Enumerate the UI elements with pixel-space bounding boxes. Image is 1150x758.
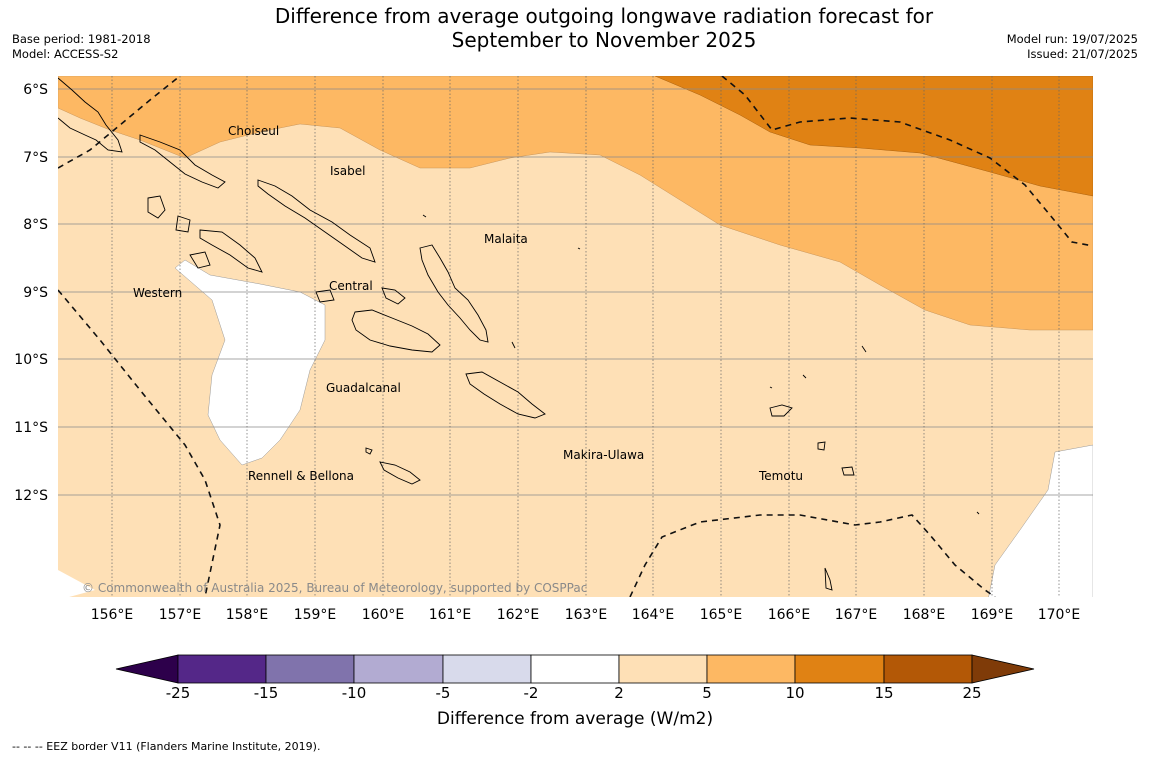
region-labels: Choiseul Isabel Malaita Western Central …	[133, 124, 803, 483]
lat-label: 12°S	[14, 488, 48, 504]
lat-label: 11°S	[14, 420, 48, 436]
lon-label: 165°E	[700, 607, 743, 623]
colorbar-swatch-n25-n15	[177, 654, 267, 684]
model-run-text: Model run: 19/07/2025	[1006, 32, 1138, 46]
lon-label: 164°E	[632, 607, 675, 623]
small-islands-coast	[422, 214, 980, 591]
rennell-coast	[365, 447, 421, 485]
lon-label: 158°E	[226, 607, 269, 623]
region-label-guadalcanal: Guadalcanal	[326, 381, 401, 395]
region-label-makira: Makira-Ulawa	[563, 448, 644, 462]
model-run-info: Model run: 19/07/2025 Issued: 21/07/2025	[1007, 32, 1138, 62]
colorbar-tick: -2	[523, 684, 539, 702]
colorbar-tick: 15	[874, 684, 894, 702]
lon-label: 167°E	[835, 607, 878, 623]
santa-cruz-coast	[769, 374, 855, 476]
lon-label: 169°E	[971, 607, 1014, 623]
longitude-gridlines	[111, 76, 1060, 597]
colorbar-extend-high	[971, 654, 1035, 684]
colorbar-swatch-p2-p5	[618, 654, 708, 684]
region-label-western: Western	[133, 286, 182, 300]
title-line-2: September to November 2025	[451, 28, 757, 52]
colorbar-extend-low	[115, 654, 179, 684]
nggela-coast	[315, 287, 406, 305]
lon-label: 156°E	[91, 607, 134, 623]
region-label-malaita: Malaita	[484, 232, 528, 246]
colorbar-swatch-p15-p25	[883, 654, 973, 684]
lat-label: 7°S	[23, 150, 48, 166]
bougainville-coast	[58, 77, 123, 153]
region-label-choiseul: Choiseul	[228, 124, 279, 138]
base-period-info: Base period: 1981-2018 Model: ACCESS-S2	[12, 32, 151, 62]
choiseul-coast	[139, 134, 226, 189]
lon-label: 160°E	[362, 607, 405, 623]
lon-label: 168°E	[903, 607, 946, 623]
lat-label: 8°S	[23, 217, 48, 233]
guadalcanal-coast	[351, 309, 441, 353]
colorbar-tick: 5	[702, 684, 712, 702]
colorbar-tick: -15	[253, 684, 279, 702]
colorbar-tick-labels: -25 -15 -10 -5 -2 2 5 10 15 25	[0, 684, 1150, 704]
latitude-labels: 6°S 7°S 8°S 9°S 10°S 11°S 12°S	[14, 82, 48, 504]
issued-text: Issued: 21/07/2025	[1027, 47, 1138, 61]
lon-label: 166°E	[768, 607, 811, 623]
colorbar-label: Difference from average (W/m2)	[436, 709, 714, 729]
coastlines	[58, 77, 980, 591]
lat-label: 6°S	[23, 82, 48, 98]
lat-label: 10°S	[14, 352, 48, 368]
isabel-coast	[257, 179, 376, 263]
lon-label: 161°E	[429, 607, 472, 623]
lon-label: 159°E	[294, 607, 337, 623]
base-period-text: Base period: 1981-2018	[12, 32, 151, 46]
colorbar-swatch-p10-p15	[794, 654, 885, 684]
new-georgia-coast	[147, 195, 263, 273]
colorbar-swatch-n10-n5	[353, 654, 444, 684]
title-line-1: Difference from average outgoing longwav…	[274, 4, 934, 28]
map-area: © Commonwealth of Australia 2025, Bureau…	[58, 76, 1093, 597]
region-label-isabel: Isabel	[330, 164, 365, 178]
eez-legend-note: -- -- -- EEZ border V11 (Flanders Marine…	[12, 740, 321, 753]
lon-label: 157°E	[159, 607, 202, 623]
longitude-labels: 156°E 157°E 158°E 159°E 160°E 161°E 162°…	[91, 607, 1081, 623]
makira-coast	[465, 371, 546, 419]
colorbar-swatch-p5-p10	[706, 654, 796, 684]
colorbar-tick: -5	[435, 684, 451, 702]
colorbar-tick: 2	[614, 684, 624, 702]
colorbar-swatch-n15-n10	[265, 654, 355, 684]
lon-label: 170°E	[1038, 607, 1081, 623]
colorbar-tick: 10	[785, 684, 805, 702]
colorbar-swatch-n2-p2	[530, 654, 620, 684]
lon-label: 162°E	[497, 607, 540, 623]
anomaly-neutral-west	[174, 259, 326, 466]
lon-label: 163°E	[565, 607, 608, 623]
anomaly-neutral-southwest	[58, 570, 95, 597]
region-label-rennell: Rennell & Bellona	[248, 469, 354, 483]
region-label-temotu: Temotu	[758, 469, 803, 483]
colorbar-swatch-n5-n2	[442, 654, 532, 684]
eez-borders	[58, 76, 1093, 597]
colorbar-tick: 25	[962, 684, 982, 702]
copyright-text: © Commonwealth of Australia 2025, Bureau…	[82, 581, 587, 595]
anomaly-band-10-15	[654, 76, 1093, 197]
lat-label: 9°S	[23, 285, 48, 301]
map-title: Difference from average outgoing longwav…	[200, 4, 1008, 52]
malaita-coast	[419, 244, 489, 343]
region-label-central: Central	[329, 279, 373, 293]
latitude-gridlines	[58, 88, 1093, 496]
colorbar-tick: -10	[341, 684, 367, 702]
anomaly-neutral-southeast	[988, 444, 1093, 597]
model-text: Model: ACCESS-S2	[12, 47, 119, 61]
colorbar-tick: -25	[165, 684, 191, 702]
colorbar	[115, 654, 1035, 684]
